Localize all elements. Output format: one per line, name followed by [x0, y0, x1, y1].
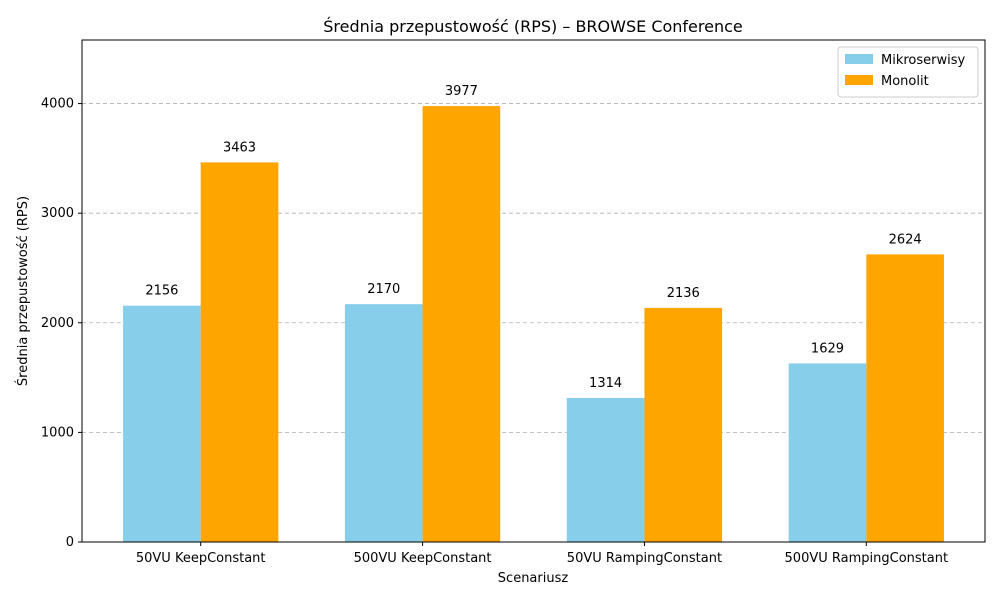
chart-title: Średnia przepustowość (RPS) – BROWSE Con…: [323, 17, 743, 36]
plot-frame: [81, 39, 986, 543]
bar-mikroserwisy-2: [566, 397, 645, 542]
data-labels-layer: 2156 3463 2170 3977 1314 2136 1629 2624: [145, 84, 921, 391]
data-label: 1314: [589, 376, 622, 391]
data-label: 1629: [811, 341, 844, 356]
bar-monolit-1: [422, 106, 501, 542]
y-tick-label: 3000: [41, 206, 74, 221]
bars-layer: [123, 106, 944, 542]
y-tick-label: 1000: [41, 425, 74, 440]
data-label: 2136: [667, 286, 700, 301]
bar-mikroserwisy-0: [123, 305, 201, 542]
bar-mikroserwisy-3: [788, 363, 867, 542]
x-tick-label: 500VU RampingConstant: [785, 551, 949, 566]
y-tick-label: 0: [66, 535, 74, 550]
legend: Mikroserwisy Monolit: [837, 46, 979, 98]
y-tick-label: 2000: [41, 316, 74, 331]
data-label: 2624: [889, 232, 922, 247]
x-tick-label: 500VU KeepConstant: [354, 551, 492, 566]
y-axis: 0 1000 2000 3000 4000: [41, 97, 82, 550]
bar-monolit-0: [200, 162, 279, 542]
bar-mikroserwisy-1: [344, 304, 423, 542]
data-label: 3463: [223, 140, 256, 155]
legend-label-mikroserwisy: Mikroserwisy: [881, 53, 966, 68]
legend-swatch-mikroserwisy: [845, 54, 873, 64]
y-tick-label: 4000: [41, 97, 74, 112]
x-axis: 50VU KeepConstant 500VU KeepConstant 50VU …: [136, 542, 948, 566]
y-axis-label: Średnia przepustowość (RPS): [15, 196, 31, 386]
data-label: 3977: [445, 84, 478, 99]
bar-monolit-2: [644, 307, 723, 542]
legend-label-monolit: Monolit: [881, 74, 929, 89]
bar-monolit-3: [866, 254, 944, 542]
x-tick-label: 50VU RampingConstant: [567, 551, 722, 566]
data-label: 2170: [367, 282, 400, 297]
x-tick-label: 50VU KeepConstant: [136, 551, 266, 566]
legend-swatch-monolit: [845, 75, 873, 85]
data-label: 2156: [145, 284, 178, 299]
x-axis-label: Scenariusz: [498, 571, 569, 586]
